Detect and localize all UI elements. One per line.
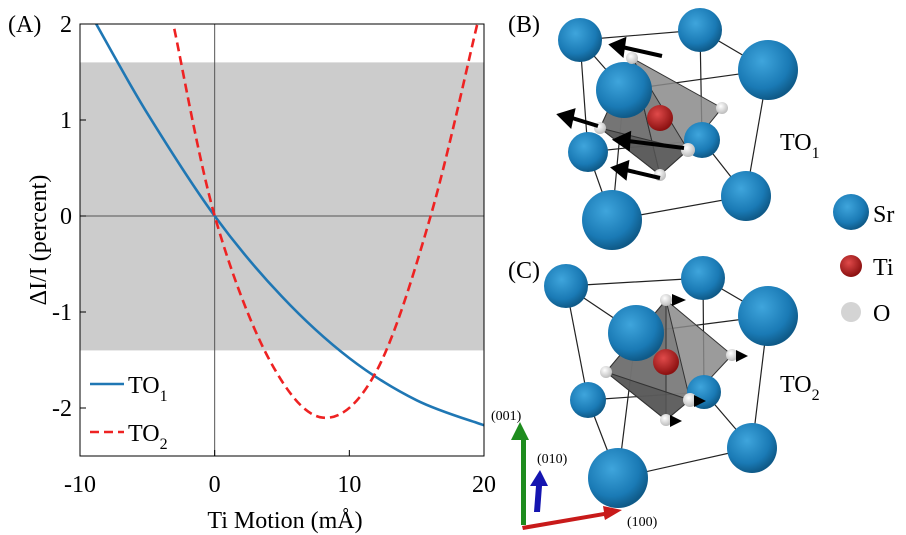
displacement-arrows-c: [670, 294, 748, 427]
y-tick-label: -1: [52, 300, 72, 326]
o-atoms-c: [600, 294, 738, 426]
panel-label-a: (A): [8, 12, 41, 38]
legend-sr-swatch: [833, 194, 869, 230]
structure-label-b: TO1: [780, 130, 820, 162]
plot-frame: [79, 23, 485, 457]
ti-atom-c: [653, 349, 679, 375]
axis-001-label: (001): [491, 409, 522, 424]
axis-100-arrow: [522, 506, 622, 530]
legend-ti-swatch: [840, 255, 862, 277]
y-tick-label: 2: [60, 12, 72, 38]
y-tick-label: 0: [60, 204, 72, 230]
x-tick-label: -10: [64, 472, 96, 498]
y-tick-label: -2: [52, 396, 72, 422]
x-axis-label: Ti Motion (mÅ): [207, 508, 362, 534]
chart-legend: TO1 TO2: [90, 373, 168, 453]
panel-label-c: (C): [508, 258, 540, 284]
displacement-arrows-b: [556, 36, 685, 181]
panel-label-b: (B): [508, 12, 540, 38]
sr-atoms-c: [544, 256, 798, 508]
o-atoms-b: [594, 52, 728, 181]
legend-label-to1: TO1: [128, 373, 168, 405]
axis-010-arrow: [530, 470, 548, 512]
y-tick-label: 1: [60, 108, 72, 134]
y-tick-group: -2 -1 0 1 2: [52, 12, 86, 422]
atom-legend: Sr Ti O: [833, 194, 894, 327]
ti-atom-b: [647, 105, 673, 131]
legend-ti-label: Ti: [873, 255, 894, 281]
x-tick-label: 0: [209, 472, 221, 498]
legend-o-swatch: [841, 302, 861, 322]
legend-sr-label: Sr: [873, 202, 894, 228]
legend-o-label: O: [873, 301, 890, 327]
legend-label-to2: TO2: [128, 421, 168, 453]
axis-001-arrow: [511, 422, 529, 525]
structure-panel-b: (B): [508, 8, 820, 250]
y-axis-label: ΔI/I (percent): [26, 175, 52, 306]
series-to2-line: [173, 23, 479, 419]
x-tick-group: -10 0 10 20: [64, 450, 496, 498]
structure-label-c: TO2: [780, 372, 820, 404]
series-to1-line: [95, 23, 485, 427]
crystal-axes: (001) (010) (100): [491, 409, 658, 530]
x-tick-label: 10: [337, 472, 361, 498]
sr-atoms-b: [558, 8, 798, 250]
axis-010-label: (010): [537, 452, 568, 467]
structure-panel-c: (C) TO2: [508, 256, 820, 508]
uncertainty-band: [80, 62, 484, 351]
x-tick-label: 20: [472, 472, 496, 498]
axis-100-label: (100): [627, 515, 658, 530]
